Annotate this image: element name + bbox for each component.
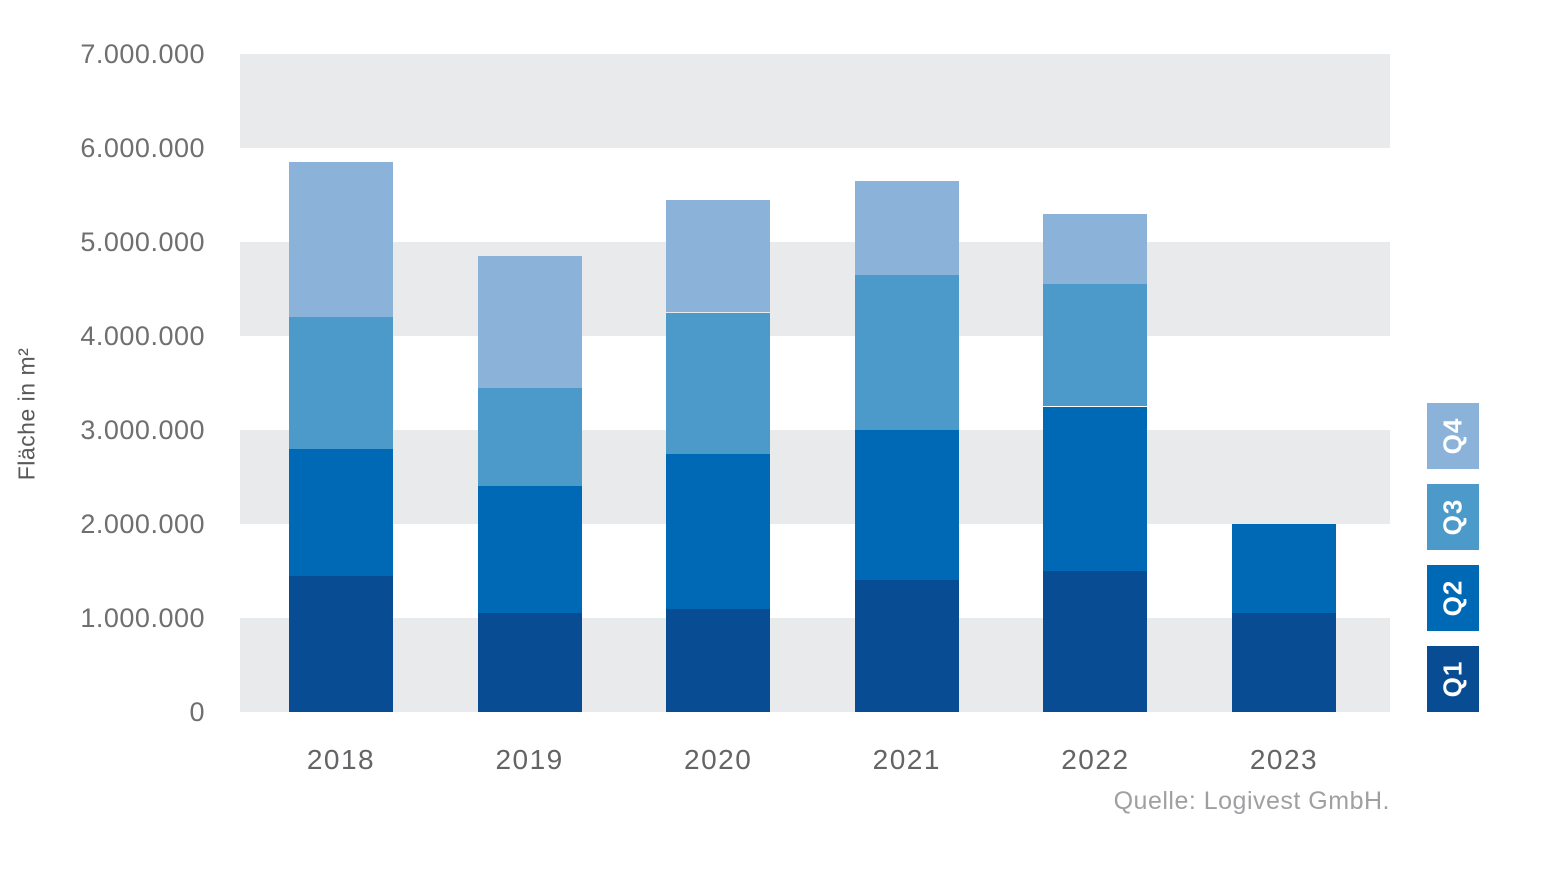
y-tick-label: 0 [189,697,205,727]
legend-item-q3: Q3 [1427,484,1479,550]
legend-item-q4: Q4 [1427,403,1479,469]
bar-2019-q1-segment [477,613,582,712]
legend-label-q4: Q4 [1437,417,1468,455]
x-axis-label-2022: 2022 [1061,744,1130,775]
y-tick-label: 3.000.000 [80,415,205,445]
y-tick-label: 5.000.000 [80,227,205,257]
bar-2022-q3-segment [1043,284,1148,407]
legend-label-q1: Q1 [1437,660,1468,698]
y-tick-label: 4.000.000 [80,321,205,351]
legend-label-q2: Q2 [1437,579,1468,617]
bar-2020-q2-segment [666,453,771,609]
legend-item-q2: Q2 [1427,565,1479,631]
grid-band [240,618,1390,712]
bar-2022-q4-segment [1043,213,1148,285]
y-tick-label: 6.000.000 [80,133,205,163]
bar-2023-q1-segment [1232,613,1336,712]
y-tick-label: 2.000.000 [80,509,205,539]
bar-2023-q2-segment [1232,524,1336,614]
x-axis-label-2020: 2020 [684,744,753,775]
x-axis-label-2018: 2018 [306,744,376,775]
bar-2021-q4-segment [854,180,959,275]
source-caption: Quelle: Logivest GmbH. [1113,787,1390,815]
bar-2022-q1-segment [1043,571,1148,712]
bar-2020-q3-segment [666,312,771,454]
bar-2019-q2-segment [477,486,582,614]
bar-2018-q2-segment [289,448,393,576]
y-tick-label: 7.000.000 [80,39,205,69]
bar-2019-q4-segment [477,256,582,388]
bar-2020-q1-segment [666,608,771,712]
y-axis-title: Fläche in m² [13,347,40,481]
grid-band [240,430,1390,524]
bar-2021-q3-segment [854,274,959,430]
bar-2020-q4-segment [666,199,771,313]
bar-2019-q3-segment [477,387,582,487]
grid-band [240,242,1390,336]
bar-2021-q1-segment [854,580,959,712]
x-axis-label-2023: 2023 [1249,744,1319,775]
legend-item-q1: Q1 [1427,646,1479,712]
bar-2018-q1-segment [289,575,393,712]
bar-2018-q3-segment [289,317,393,449]
grid-band [240,54,1390,148]
legend-label-q3: Q3 [1437,498,1468,536]
x-axis-label-2021: 2021 [872,744,941,775]
bar-2022-q2-segment [1043,406,1148,571]
y-tick-label: 1.000.000 [80,603,205,633]
bar-2018-q4-segment [289,162,393,318]
bar-2021-q2-segment [854,430,959,581]
x-axis-label-2019: 2019 [495,744,564,775]
